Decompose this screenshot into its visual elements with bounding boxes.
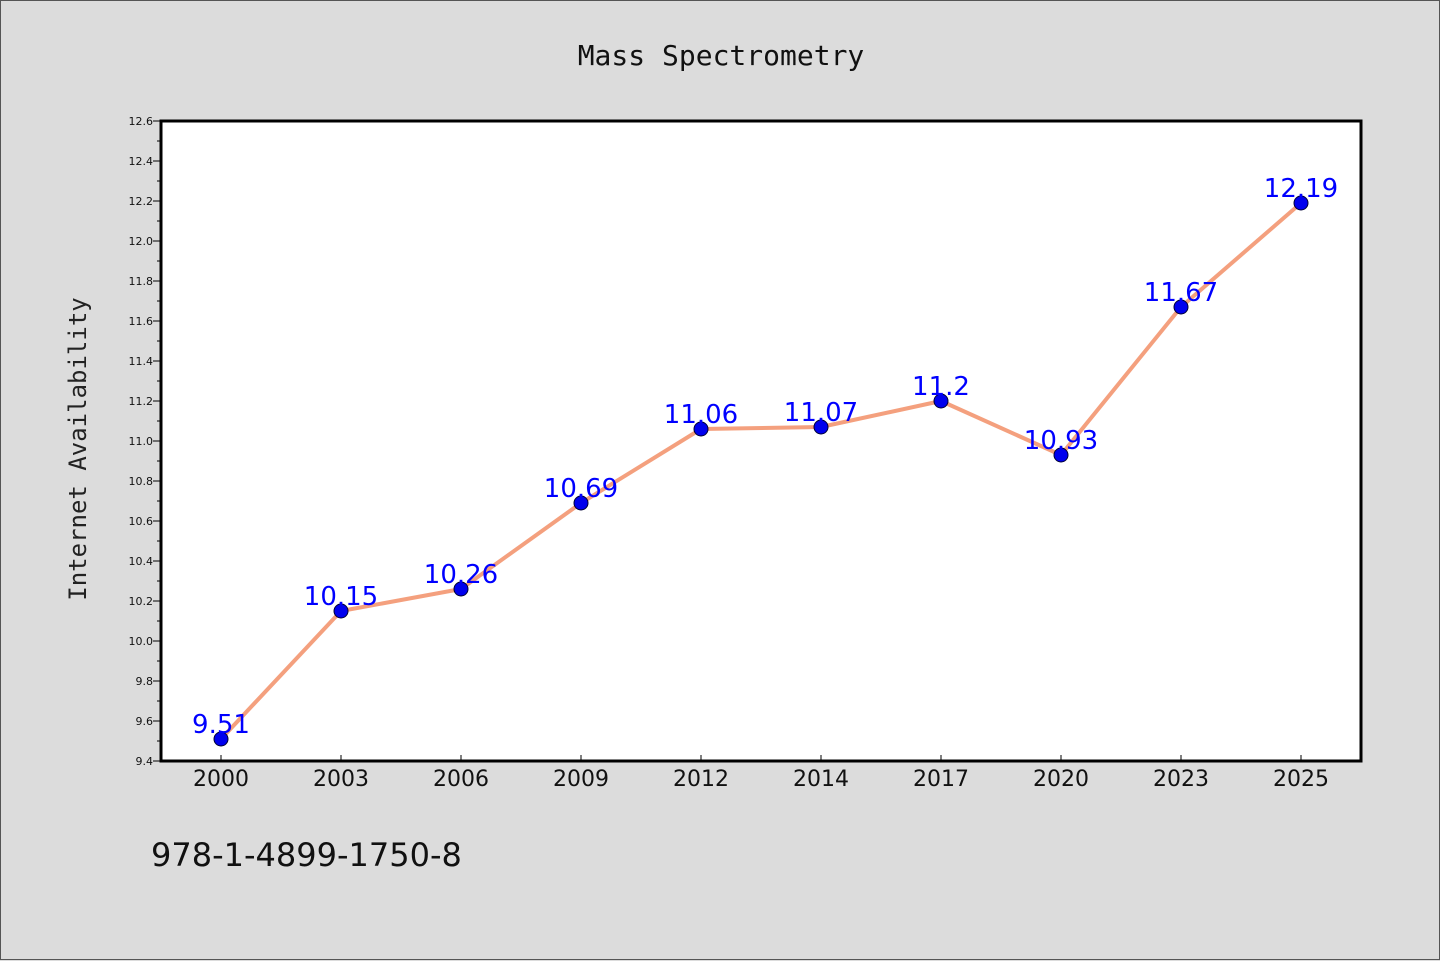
y-tick-label: 10.2 xyxy=(129,595,154,608)
y-tick-label: 11.0 xyxy=(129,435,154,448)
y-tick-label: 9.4 xyxy=(136,755,154,768)
y-tick-label: 10.4 xyxy=(129,555,154,568)
x-tick-label: 2012 xyxy=(673,767,729,792)
x-tick-label: 2014 xyxy=(793,767,849,792)
data-point xyxy=(933,393,949,409)
series-layer: 9.51 10.15 10.26 10.69 11.06 11.07 11.2 10.93 11… xyxy=(192,174,1338,747)
data-label: 11.07 xyxy=(784,398,858,428)
x-tick-label: 2020 xyxy=(1033,767,1089,792)
plot-area xyxy=(161,121,1361,761)
x-tick-label: 2003 xyxy=(313,767,369,792)
x-tick-label: 2006 xyxy=(433,767,489,792)
data-label: 10.69 xyxy=(544,474,618,504)
data-label: 11.06 xyxy=(664,400,738,430)
data-point xyxy=(213,731,229,747)
data-point xyxy=(1053,447,1069,463)
data-label: 10.15 xyxy=(304,582,378,612)
data-label: 10.93 xyxy=(1024,426,1098,456)
footer-isbn: 978-1-4899-1750-8 xyxy=(151,836,462,874)
data-label: 10.26 xyxy=(424,560,498,590)
y-axis-label: Internet Availability xyxy=(64,297,92,600)
x-tick-label: 2000 xyxy=(193,767,249,792)
y-tick-label: 12.0 xyxy=(129,235,154,248)
data-point xyxy=(693,421,709,437)
data-point xyxy=(1173,299,1189,315)
series-line xyxy=(219,201,1303,741)
y-tick-label: 11.8 xyxy=(129,275,154,288)
y-tick-label: 10.8 xyxy=(129,475,154,488)
y-tick-label: 11.6 xyxy=(129,315,154,328)
y-tick-label: 12.2 xyxy=(129,195,154,208)
y-tick-label: 12.6 xyxy=(129,115,154,128)
y-tick-label: 12.4 xyxy=(129,155,154,168)
chart-title: Mass Spectrometry xyxy=(578,39,865,72)
data-label: 12.19 xyxy=(1264,174,1338,204)
data-point xyxy=(573,495,589,511)
data-point xyxy=(333,603,349,619)
y-tick-label: 11.2 xyxy=(129,395,154,408)
y-tick-label: 10.6 xyxy=(129,515,154,528)
data-label: 11.2 xyxy=(912,372,970,402)
data-point xyxy=(1293,195,1309,211)
data-point xyxy=(813,419,829,435)
y-tick-label: 11.4 xyxy=(129,355,154,368)
data-label: 9.51 xyxy=(192,710,250,740)
x-tick-label: 2025 xyxy=(1273,767,1329,792)
x-tick-label: 2009 xyxy=(553,767,609,792)
y-tick-label: 10.0 xyxy=(129,635,154,648)
data-point xyxy=(453,581,469,597)
data-label: 11.67 xyxy=(1144,278,1218,308)
plot-border xyxy=(159,119,1363,763)
y-tick-label: 9.6 xyxy=(136,715,154,728)
x-tick-label: 2023 xyxy=(1153,767,1209,792)
y-tick-label: 9.8 xyxy=(136,675,154,688)
x-tick-label: 2017 xyxy=(913,767,969,792)
axis-ticks: 9.4 9.6 9.8 10.0 10.2 10.4 10.6 10.8 11.0 11.2 11.… xyxy=(129,115,1330,792)
